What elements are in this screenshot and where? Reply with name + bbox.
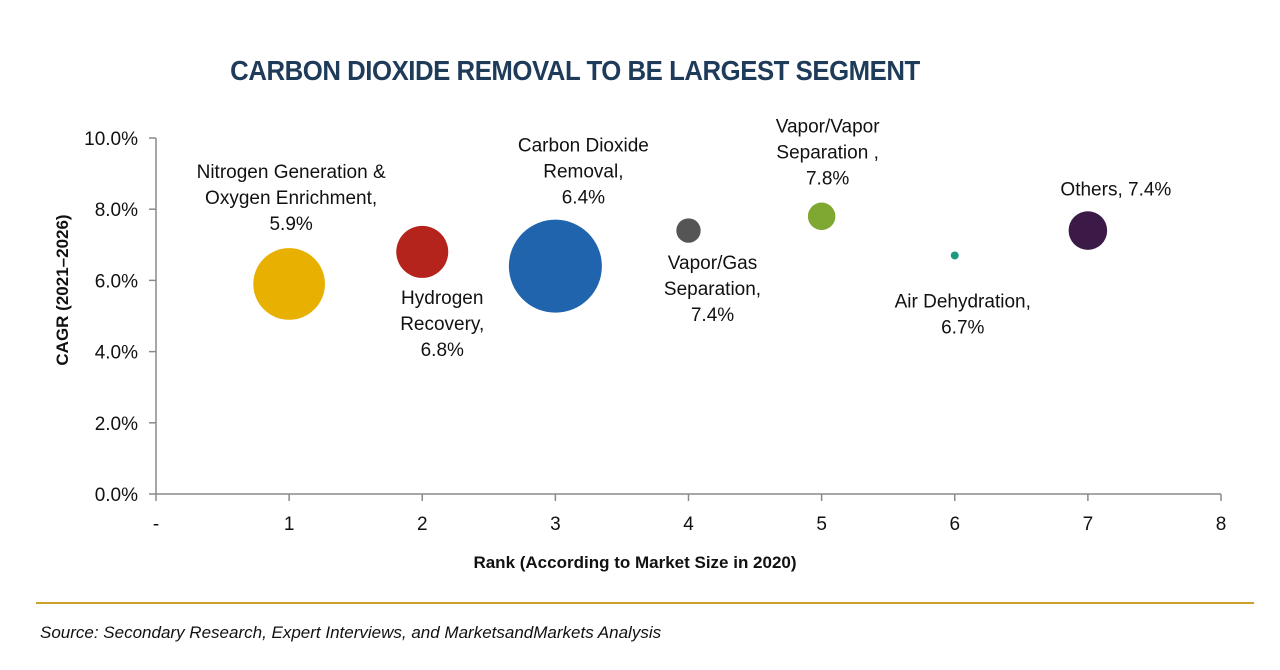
bubble-label: Carbon Dioxide Removal, 6.4% bbox=[518, 136, 649, 209]
y-tick-label: 6.0% bbox=[95, 271, 138, 292]
bubble-label-line: Vapor/Vapor bbox=[776, 117, 881, 138]
bubble-air-dehydration bbox=[950, 251, 959, 260]
bubble-label-line: Hydrogen bbox=[401, 288, 483, 309]
x-tick-label: 1 bbox=[284, 514, 295, 535]
y-tick-label: 0.0% bbox=[95, 485, 138, 506]
bubble-nitrogen-generation-oxygen-enrichment bbox=[253, 248, 325, 320]
bubble-others bbox=[1068, 211, 1108, 250]
bubble-vapor-gas-separation bbox=[676, 218, 701, 243]
bubble-label-line: 7.4% bbox=[691, 305, 734, 326]
bubble-label: Nitrogen Generation & Oxygen Enrichment, 5… bbox=[197, 162, 386, 235]
bubble-labels: Nitrogen Generation & Oxygen Enrichment, 5… bbox=[197, 117, 1172, 361]
bubble-label-line: 6.7% bbox=[941, 317, 984, 338]
y-tick-label: 10.0% bbox=[84, 129, 138, 150]
y-tick-label: 4.0% bbox=[95, 343, 138, 364]
y-tick-label: 2.0% bbox=[95, 414, 138, 435]
source-divider bbox=[36, 602, 1254, 604]
bubble-label-line: Recovery, bbox=[400, 314, 484, 335]
bubble-vapor-vapor-separation bbox=[807, 202, 836, 231]
bubble-carbon-dioxide-removal bbox=[508, 219, 602, 313]
bubble-label-line: Carbon Dioxide bbox=[518, 136, 649, 157]
x-axis-title: Rank (According to Market Size in 2020) bbox=[473, 553, 796, 572]
x-tick-label: 6 bbox=[949, 514, 960, 535]
x-tick-label: 4 bbox=[683, 514, 694, 535]
chart-title: CARBON DIOXIDE REMOVAL TO BE LARGEST SEG… bbox=[230, 55, 920, 86]
x-tick-label: 8 bbox=[1216, 514, 1227, 535]
bubble-label-line: Vapor/Gas bbox=[668, 253, 757, 274]
axes: 0.0% 2.0% 4.0% 6.0% 8.0% 10.0% - 1 2 3 4 5 6 7 8 bbox=[84, 129, 1226, 535]
bubble-label-line: Separation, bbox=[664, 279, 761, 300]
bubbles bbox=[253, 202, 1108, 320]
source-note: Source: Secondary Research, Expert Inter… bbox=[40, 623, 662, 642]
x-tick-label: - bbox=[153, 514, 159, 535]
bubble-label: Vapor/Gas Separation, 7.4% bbox=[664, 253, 761, 326]
bubble-label-line: Air Dehydration, bbox=[895, 291, 1031, 312]
bubble-label-line: Nitrogen Generation & bbox=[197, 162, 386, 183]
bubble-chart: 0.0% 2.0% 4.0% 6.0% 8.0% 10.0% - 1 2 3 4 5 6 7 8 Nitro… bbox=[53, 117, 1226, 572]
bubble-label: Others, 7.4% bbox=[1060, 179, 1171, 200]
bubble-label-line: Removal, bbox=[543, 162, 623, 183]
bubble-label: Hydrogen Recovery, 6.8% bbox=[400, 288, 484, 361]
x-tick-label: 3 bbox=[550, 514, 561, 535]
bubble-label: Vapor/Vapor Separation , 7.8% bbox=[776, 117, 881, 190]
bubble-label-line: 5.9% bbox=[269, 214, 312, 235]
bubble-label-line: 7.8% bbox=[806, 169, 849, 190]
bubble-label-line: Others, 7.4% bbox=[1060, 179, 1171, 200]
bubble-label-line: 6.4% bbox=[562, 188, 605, 209]
x-tick-label: 7 bbox=[1083, 514, 1094, 535]
bubble-label-line: 6.8% bbox=[421, 340, 464, 361]
bubble-hydrogen-recovery bbox=[396, 225, 449, 278]
x-tick-label: 2 bbox=[417, 514, 428, 535]
bubble-label-line: Oxygen Enrichment, bbox=[205, 188, 377, 209]
bubble-label: Air Dehydration, 6.7% bbox=[895, 291, 1031, 338]
y-tick-label: 8.0% bbox=[95, 200, 138, 221]
bubble-label-line: Separation , bbox=[776, 143, 878, 164]
y-axis-title: CAGR (2021–2026) bbox=[53, 214, 72, 365]
x-tick-label: 5 bbox=[816, 514, 827, 535]
